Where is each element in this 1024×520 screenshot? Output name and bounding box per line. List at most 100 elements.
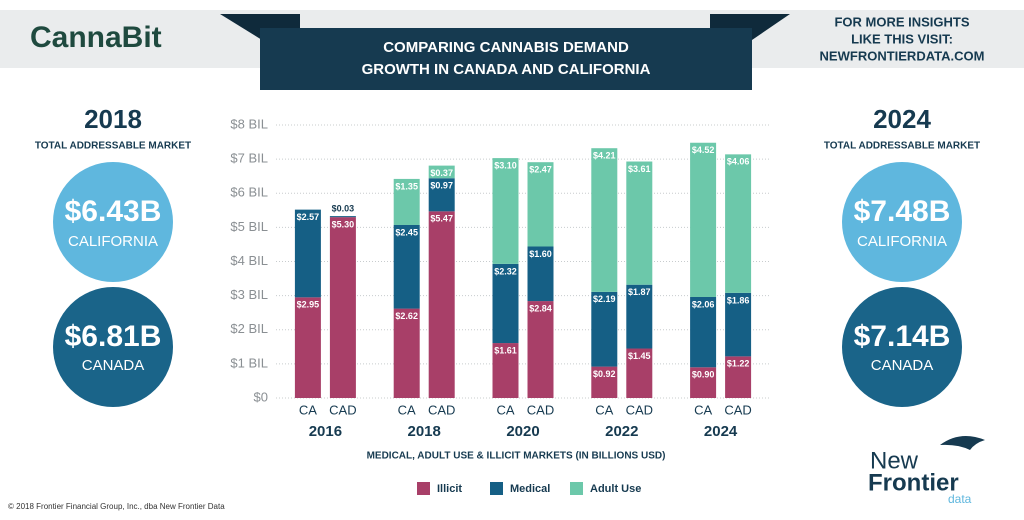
bar-segment — [492, 158, 519, 264]
bar-segment — [329, 216, 356, 218]
legend-swatch — [417, 482, 430, 495]
promo: FOR MORE INSIGHTS — [834, 14, 969, 29]
legend-label: Illicit — [437, 483, 462, 495]
bar-segment — [626, 284, 653, 349]
legend-label: Medical — [510, 483, 550, 495]
bar-segment — [393, 308, 420, 398]
bar-segment — [492, 343, 519, 398]
value-label: $0.03 — [332, 203, 355, 213]
value-label: $1.45 — [628, 351, 651, 361]
x-tick-label: CA — [496, 402, 514, 417]
bar-segment — [393, 178, 420, 225]
canada-value: $6.81B — [65, 320, 162, 353]
canada-value: $7.14B — [854, 320, 951, 353]
bar-segment — [591, 291, 618, 367]
promo: NEWFRONTIERDATA.COM — [820, 48, 985, 63]
value-label: $2.95 — [297, 300, 320, 310]
x-tick-label: CA — [299, 402, 317, 417]
canada-circle — [842, 287, 962, 407]
panel-subtitle: TOTAL ADDRESSABLE MARKET — [824, 141, 980, 152]
value-label: $0.37 — [430, 168, 453, 178]
bar-segment — [725, 292, 752, 357]
y-tick-label: $0 — [254, 389, 268, 404]
x-tick-label: CAD — [527, 402, 554, 417]
x-tick-label: CAD — [626, 402, 653, 417]
value-label: $2.45 — [395, 227, 418, 237]
bar-segment — [527, 246, 554, 302]
group-label: 2020 — [506, 423, 539, 440]
value-label: $4.06 — [727, 157, 750, 167]
value-label: $3.10 — [494, 160, 517, 170]
bar-segment — [428, 211, 455, 398]
value-label: $1.22 — [727, 359, 750, 369]
bar-segment — [690, 142, 717, 297]
value-label: $2.84 — [529, 303, 552, 313]
bar-segment — [527, 301, 554, 398]
bar-segment — [527, 162, 554, 247]
group-label: 2024 — [704, 423, 738, 440]
bar-segment — [626, 348, 653, 398]
y-tick-label: $6 BIL — [230, 185, 268, 200]
chart-title: COMPARING CANNABIS DEMAND — [383, 39, 629, 56]
y-tick-label: $5 BIL — [230, 219, 268, 234]
california-value: $6.43B — [65, 195, 162, 228]
value-label: $2.06 — [692, 299, 715, 309]
bar-segment — [294, 209, 321, 298]
x-tick-label: CAD — [329, 402, 356, 417]
logo-horse — [940, 436, 985, 450]
y-tick-label: $3 BIL — [230, 287, 268, 302]
canada-label: CANADA — [871, 357, 934, 374]
logo: Frontier — [868, 469, 959, 496]
legend-label: Adult Use — [590, 483, 641, 495]
bar-segment — [428, 165, 455, 179]
y-tick-label: $8 BIL — [230, 116, 268, 131]
legend-swatch — [570, 482, 583, 495]
bar-segment — [591, 148, 618, 292]
bar-segment — [294, 297, 321, 398]
bar-segment — [725, 356, 752, 398]
legend-swatch — [490, 482, 503, 495]
value-label: $0.90 — [692, 370, 715, 380]
value-label: $3.61 — [628, 164, 651, 174]
canada-circle — [53, 287, 173, 407]
y-tick-label: $7 BIL — [230, 151, 268, 166]
group-label: 2018 — [408, 423, 441, 440]
x-tick-label: CA — [595, 402, 613, 417]
bar-segment — [690, 296, 717, 368]
value-label: $1.35 — [395, 181, 418, 191]
chart-title: GROWTH IN CANADA AND CALIFORNIA — [362, 61, 651, 78]
bar-segment — [428, 178, 455, 212]
value-label: $2.62 — [395, 311, 418, 321]
california-value: $7.48B — [854, 195, 951, 228]
y-tick-label: $2 BIL — [230, 321, 268, 336]
value-label: $5.30 — [332, 220, 355, 230]
panel-subtitle: TOTAL ADDRESSABLE MARKET — [35, 141, 191, 152]
value-label: $2.19 — [593, 294, 616, 304]
y-tick-label: $1 BIL — [230, 355, 268, 370]
panel-year: 2018 — [84, 104, 142, 134]
value-label: $1.87 — [628, 287, 651, 297]
group-label: 2022 — [605, 423, 638, 440]
bar-segment — [690, 367, 717, 398]
bar-segment — [725, 154, 752, 293]
group-label: 2016 — [309, 423, 342, 440]
canada-label: CANADA — [82, 357, 145, 374]
bar-segment — [329, 217, 356, 398]
logo: New — [870, 447, 919, 474]
brand: CannaBit — [30, 21, 162, 54]
bar-segment — [393, 224, 420, 309]
value-label: $5.47 — [430, 214, 453, 224]
panel-year: 2024 — [873, 104, 931, 134]
california-label: CALIFORNIA — [857, 233, 947, 250]
california-circle — [842, 162, 962, 282]
california-label: CALIFORNIA — [68, 233, 158, 250]
value-label: $0.97 — [430, 181, 453, 191]
value-label: $1.61 — [494, 345, 517, 355]
value-label: $2.32 — [494, 266, 517, 276]
bar-segment — [626, 161, 653, 285]
x-tick-label: CAD — [724, 402, 751, 417]
value-label: $2.57 — [297, 212, 320, 222]
x-tick-label: CAD — [428, 402, 455, 417]
value-label: $1.86 — [727, 295, 750, 305]
